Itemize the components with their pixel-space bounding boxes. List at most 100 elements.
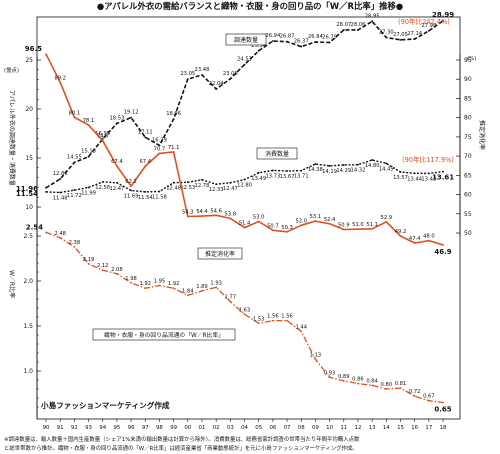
series-3-point <box>116 272 118 275</box>
series-0-point <box>271 40 274 42</box>
series-0-point <box>144 136 147 139</box>
x-tick-label: 07 <box>284 425 291 431</box>
series-1-data-label: 11.58 <box>152 195 167 201</box>
series-3-data-label: 1.77 <box>225 295 237 301</box>
series-3-point <box>229 300 232 303</box>
x-tick-label: 03 <box>227 425 234 431</box>
series-3-data-label: 2.48 <box>54 231 66 237</box>
series-2-point <box>158 152 161 155</box>
series-2-point <box>186 215 189 218</box>
series-2-point <box>130 185 132 187</box>
x-tick-label: 97 <box>142 425 149 431</box>
series-1-data-label: 14.38 <box>308 167 323 173</box>
series-2-point <box>101 139 104 142</box>
series-2-point <box>243 226 246 229</box>
series-1-point <box>442 170 444 173</box>
series-1-data-label: 11.48 <box>53 195 68 201</box>
chart-title: ●アパレル外衣の需給バランスと織物・衣服・身の回り品の「W／R比率」推移● <box>97 1 403 11</box>
series-3-point <box>314 358 317 361</box>
x-tick-label: 06 <box>269 425 276 431</box>
series-3-point <box>158 284 161 287</box>
series-0-data-label: 23.05 <box>180 71 195 77</box>
left-bottom-tick-label: 1.0 <box>23 368 33 375</box>
series-3-point <box>87 263 90 265</box>
series-2-data-label: 52.9 <box>381 215 393 221</box>
series-1-point <box>45 191 47 193</box>
series-0-data-label: 17.11 <box>138 129 153 135</box>
series-1-data-label: 13.71 <box>294 174 309 180</box>
series-2-data-label: 51.4 <box>239 221 251 227</box>
series-1-point <box>59 191 62 194</box>
series-2-point <box>357 228 359 231</box>
series-2-data-label: 51.1 <box>366 222 378 228</box>
series-1-data-label: 11.99 <box>81 190 96 196</box>
right-tick-label: 65 <box>464 172 472 179</box>
x-tick-label: 11 <box>340 425 347 431</box>
annotation-consumption-ratio: (90年比117.9%) <box>402 155 454 164</box>
series-2-data-label: 54.3 <box>182 209 194 215</box>
left-bottom-tick-label: 1.5 <box>23 323 33 330</box>
series-3-point <box>101 269 104 272</box>
series-0-point <box>300 45 303 48</box>
series-3-point <box>45 231 47 234</box>
series-2-data-label: 78.1 <box>83 118 95 124</box>
series-2-point <box>342 228 345 231</box>
series-0-data-label: 23.08 <box>223 71 238 77</box>
right-tick-label: 50 <box>464 230 472 237</box>
series-3-data-label: 0.86 <box>352 377 364 383</box>
right-tick-label: 90 <box>464 76 472 83</box>
series-0-point <box>314 41 317 43</box>
series-1-data-label: 13.73 <box>265 173 280 179</box>
series-1-point <box>257 171 260 174</box>
x-tick-label: 04 <box>241 425 248 431</box>
left-top-tick-label: 20 <box>25 106 33 113</box>
series-1-point <box>101 181 104 183</box>
series-1-point <box>144 191 147 193</box>
series-3-point <box>371 384 374 387</box>
left-bottom-tick-label: 2.5 <box>23 233 33 240</box>
series-2-point <box>73 116 76 119</box>
series-3-point <box>328 376 331 379</box>
series-3-data-label: 2.38 <box>69 240 81 246</box>
plot-frame <box>36 16 461 420</box>
series-0-data-label: 15.13 <box>81 149 96 155</box>
x-tick-label: 05 <box>255 425 262 431</box>
series-3-data-label: 1.89 <box>196 284 208 290</box>
x-tick-label: 01 <box>199 425 206 431</box>
left-top-unit: (億点) <box>4 66 19 74</box>
series-1-data-label: 14.29 <box>336 168 351 174</box>
series-3-point <box>286 319 288 322</box>
series-2-data-label: 70.7 <box>154 146 166 152</box>
series-0-point <box>371 20 374 23</box>
legend-digestion: 推定消化率 <box>197 247 243 260</box>
series-2-data-label: 54.6 <box>210 208 222 214</box>
series-0-point <box>399 39 402 41</box>
series-1-point <box>215 183 218 186</box>
x-tick-label: 91 <box>57 425 64 431</box>
series-2-data-label: 96.5 <box>25 45 42 53</box>
legend-procurement-label: 調達数量 <box>234 36 258 44</box>
series-2-point <box>413 242 416 244</box>
series-0-data-label: 24.53 <box>237 57 252 63</box>
series-2-data-label: 62.2 <box>125 179 137 185</box>
series-2-data-label: 51.0 <box>352 222 364 228</box>
series-1-point <box>300 169 303 172</box>
x-tick-label: 99 <box>170 425 177 431</box>
series-1-point <box>371 159 374 161</box>
right-tick-label: 60 <box>464 192 472 199</box>
series-0-point <box>158 144 161 147</box>
x-tick-label: 16 <box>411 425 418 431</box>
series-3-point <box>186 294 189 297</box>
series-1-data-label: 12.80 <box>237 183 252 189</box>
series-0-data-label: 12.86 <box>53 171 68 177</box>
legend-digestion-label: 推定消化率 <box>205 250 235 258</box>
series-3-point <box>442 401 444 404</box>
axes: 10 15 20 25 1.0 1.5 2.0 2.5 50 55 60 65 70 75 80 85 90 95… <box>23 55 472 431</box>
legend-consumption: 消費数量 <box>256 147 298 160</box>
series-0-point <box>427 29 430 32</box>
series-2-data-label: 74.0 <box>97 134 109 140</box>
x-tick-label: 13 <box>369 425 376 431</box>
series-3-point <box>300 330 303 333</box>
x-tick-label: 95 <box>113 425 120 431</box>
